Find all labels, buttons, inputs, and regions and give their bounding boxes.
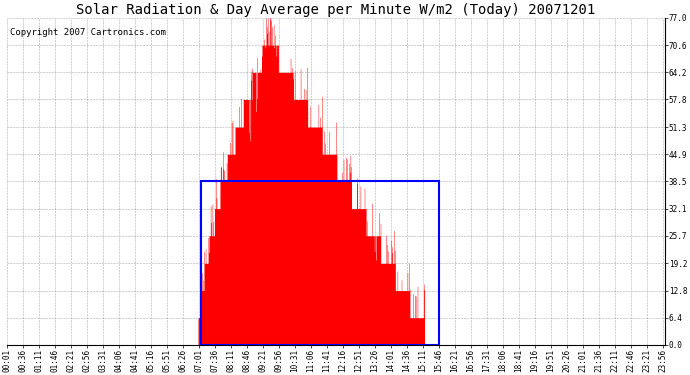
Title: Solar Radiation & Day Average per Minute W/m2 (Today) 20071201: Solar Radiation & Day Average per Minute…	[76, 3, 595, 17]
Text: Copyright 2007 Cartronics.com: Copyright 2007 Cartronics.com	[10, 28, 166, 37]
Bar	[201, 182, 439, 345]
